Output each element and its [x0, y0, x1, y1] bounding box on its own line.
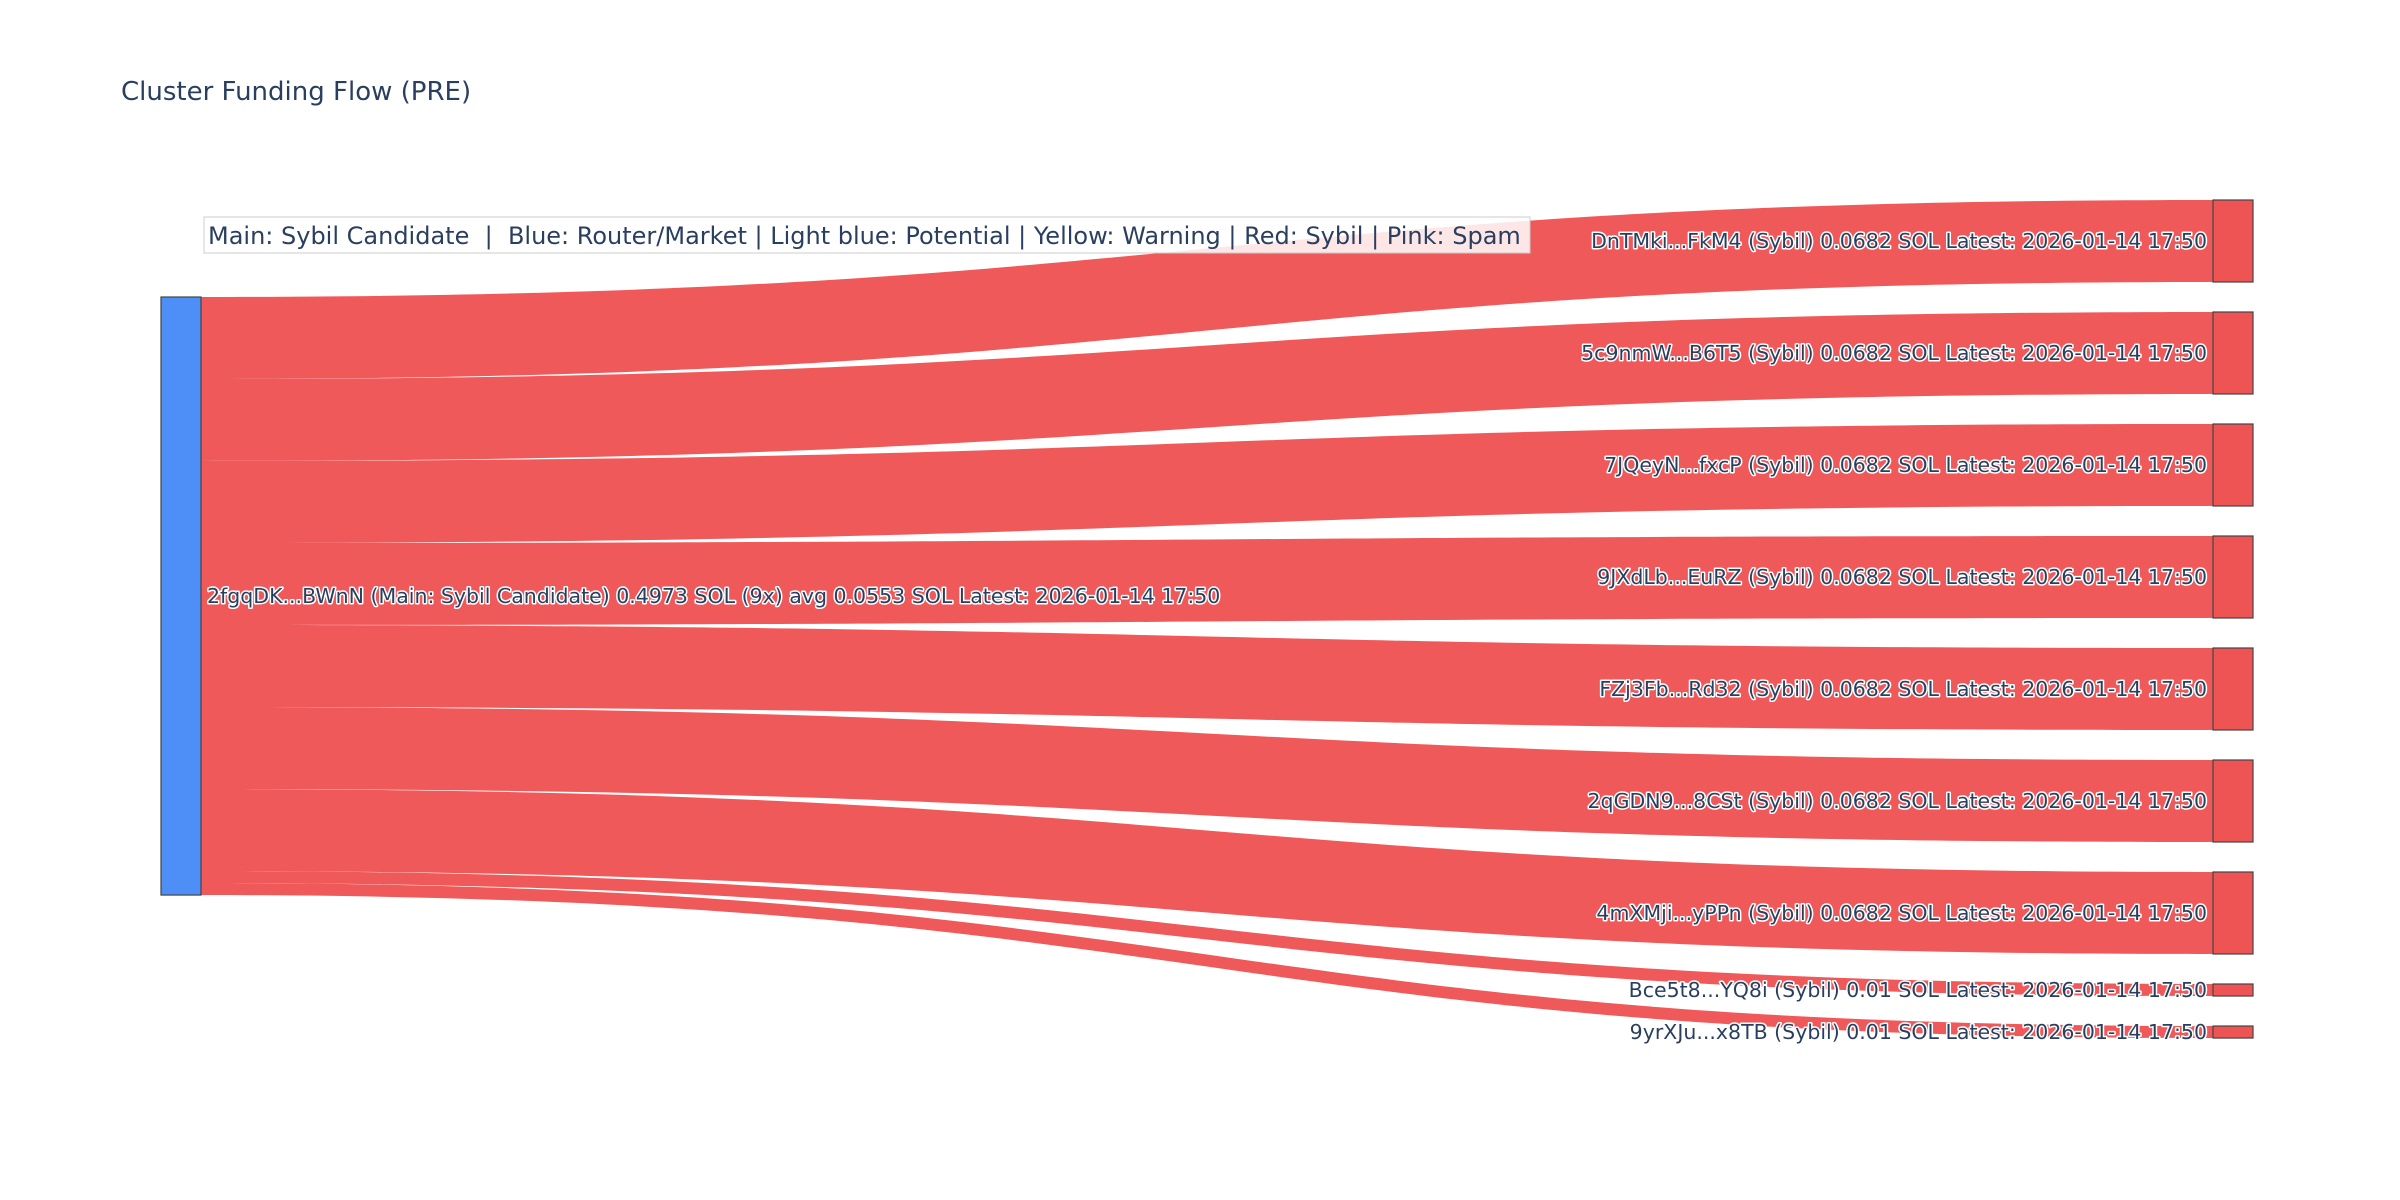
flow-link	[201, 883, 2213, 1039]
source-node	[160, 296, 202, 896]
target-node-label: FZj3Fb...Rd32 (Sybil) 0.0682 SOL Latest:…	[1599, 677, 2207, 701]
flow-link	[201, 424, 2213, 543]
target-node	[2212, 199, 2254, 283]
target-node	[2212, 647, 2254, 731]
target-node-label: 7JQeyN...fxcP (Sybil) 0.0682 SOL Latest:…	[1604, 453, 2207, 477]
target-node	[2212, 759, 2254, 843]
nodes-group	[160, 199, 2254, 1039]
flow-link	[201, 707, 2213, 842]
legend-text: Main: Sybil Candidate | Blue: Router/Mar…	[208, 222, 1521, 250]
target-node-label: 5c9nmW...B6T5 (Sybil) 0.0682 SOL Latest:…	[1581, 341, 2207, 365]
target-node	[2212, 423, 2254, 507]
target-node-label: Bce5t8...YQ8i (Sybil) 0.01 SOL Latest: 2…	[1629, 978, 2207, 1002]
target-node	[2212, 1025, 2254, 1039]
chart-title: Cluster Funding Flow (PRE)	[121, 77, 471, 107]
flow-link	[201, 789, 2213, 954]
target-node	[2212, 311, 2254, 395]
legend-box: Main: Sybil Candidate | Blue: Router/Mar…	[203, 216, 1531, 254]
target-node	[2212, 535, 2254, 619]
flow-link	[201, 536, 2213, 625]
target-node-label: 9JXdLb...EuRZ (Sybil) 0.0682 SOL Latest:…	[1597, 565, 2207, 589]
flow-link	[201, 200, 2213, 379]
target-node-label: 2qGDN9...8CSt (Sybil) 0.0682 SOL Latest:…	[1588, 789, 2207, 813]
target-node-label: 4mXMji...yPPn (Sybil) 0.0682 SOL Latest:…	[1596, 901, 2207, 925]
flow-link	[201, 625, 2213, 730]
flow-link	[201, 871, 2213, 997]
flow-link	[201, 312, 2213, 461]
target-node-label: 9yrXJu...x8TB (Sybil) 0.01 SOL Latest: 2…	[1630, 1020, 2207, 1044]
target-node	[2212, 871, 2254, 955]
target-node	[2212, 983, 2254, 997]
source-node-label: 2fgqDK...BWnN (Main: Sybil Candidate) 0.…	[207, 584, 1220, 608]
labels-group: 2fgqDK...BWnN (Main: Sybil Candidate) 0.…	[206, 228, 2209, 1046]
legend-background	[203, 216, 1531, 254]
target-node-label: DnTMki...FkM4 (Sybil) 0.0682 SOL Latest:…	[1591, 229, 2207, 253]
links-group	[201, 200, 2213, 1039]
